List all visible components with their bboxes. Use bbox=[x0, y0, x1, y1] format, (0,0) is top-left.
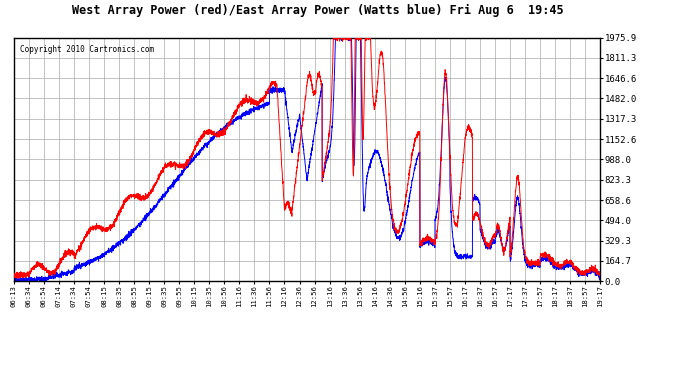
Text: Copyright 2010 Cartronics.com: Copyright 2010 Cartronics.com bbox=[19, 45, 154, 54]
Text: West Array Power (red)/East Array Power (Watts blue) Fri Aug 6  19:45: West Array Power (red)/East Array Power … bbox=[72, 4, 563, 17]
